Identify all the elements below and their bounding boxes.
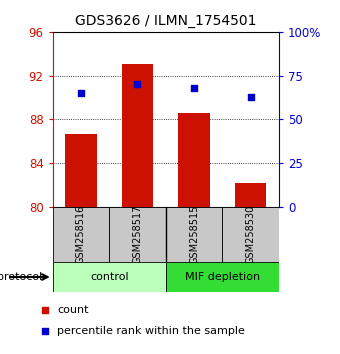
Point (248, 94, 253, 99)
Bar (65, 134, 97, 207)
Point (42, 329, 48, 334)
Bar (53, 262, 166, 292)
Point (78, 90, 84, 96)
Text: control: control (90, 272, 129, 282)
Bar (122, 64, 153, 207)
Point (135, 82, 140, 87)
Bar (53, 207, 109, 262)
Text: GSM258515: GSM258515 (189, 205, 199, 264)
Text: protocol: protocol (0, 272, 42, 282)
Point (42, 307, 48, 313)
Text: percentile rank within the sample: percentile rank within the sample (57, 326, 245, 336)
Bar (166, 262, 279, 292)
Bar (109, 207, 166, 262)
Bar (166, 207, 222, 262)
Bar (222, 207, 279, 262)
Title: GDS3626 / ILMN_1754501: GDS3626 / ILMN_1754501 (75, 14, 256, 28)
Text: GSM258516: GSM258516 (76, 205, 86, 264)
Text: count: count (57, 305, 89, 315)
Text: GSM258517: GSM258517 (133, 205, 142, 264)
Text: MIF depletion: MIF depletion (185, 272, 260, 282)
Bar (178, 113, 209, 207)
Point (191, 85, 197, 91)
Text: GSM258530: GSM258530 (245, 205, 256, 264)
Bar (235, 183, 266, 207)
